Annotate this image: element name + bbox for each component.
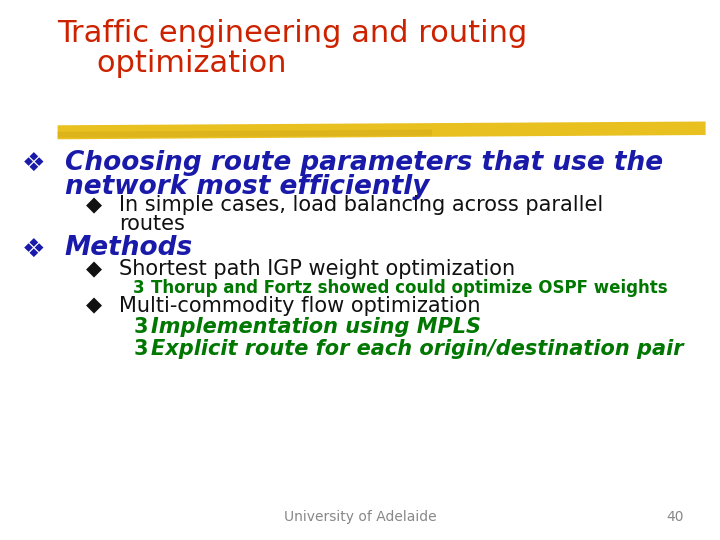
Text: network most efficiently: network most efficiently [65, 174, 429, 200]
Text: Shortest path IGP weight optimization: Shortest path IGP weight optimization [119, 259, 515, 279]
Text: ❖: ❖ [22, 237, 45, 262]
Text: Methods: Methods [65, 235, 193, 261]
Text: Thorup and Fortz showed could optimize OSPF weights: Thorup and Fortz showed could optimize O… [151, 279, 668, 297]
Polygon shape [58, 122, 706, 139]
Text: ◆: ◆ [86, 259, 102, 279]
Text: 3: 3 [133, 317, 148, 337]
Text: ◆: ◆ [86, 195, 102, 215]
Text: University of Adelaide: University of Adelaide [284, 510, 436, 524]
Text: 3: 3 [133, 339, 148, 359]
Text: In simple cases, load balancing across parallel: In simple cases, load balancing across p… [119, 195, 603, 215]
Text: optimization: optimization [58, 49, 286, 78]
Text: Choosing route parameters that use the: Choosing route parameters that use the [65, 150, 663, 176]
Polygon shape [58, 130, 432, 138]
Text: Multi-commodity flow optimization: Multi-commodity flow optimization [119, 296, 480, 316]
Text: Implementation using MPLS: Implementation using MPLS [151, 317, 481, 337]
Text: Traffic engineering and routing: Traffic engineering and routing [58, 19, 528, 48]
Text: Explicit route for each origin/destination pair: Explicit route for each origin/destinati… [151, 339, 684, 359]
Text: 3: 3 [133, 279, 145, 297]
Text: routes: routes [119, 214, 184, 234]
Text: ◆: ◆ [86, 296, 102, 316]
Text: ❖: ❖ [22, 151, 45, 177]
Text: 40: 40 [667, 510, 684, 524]
